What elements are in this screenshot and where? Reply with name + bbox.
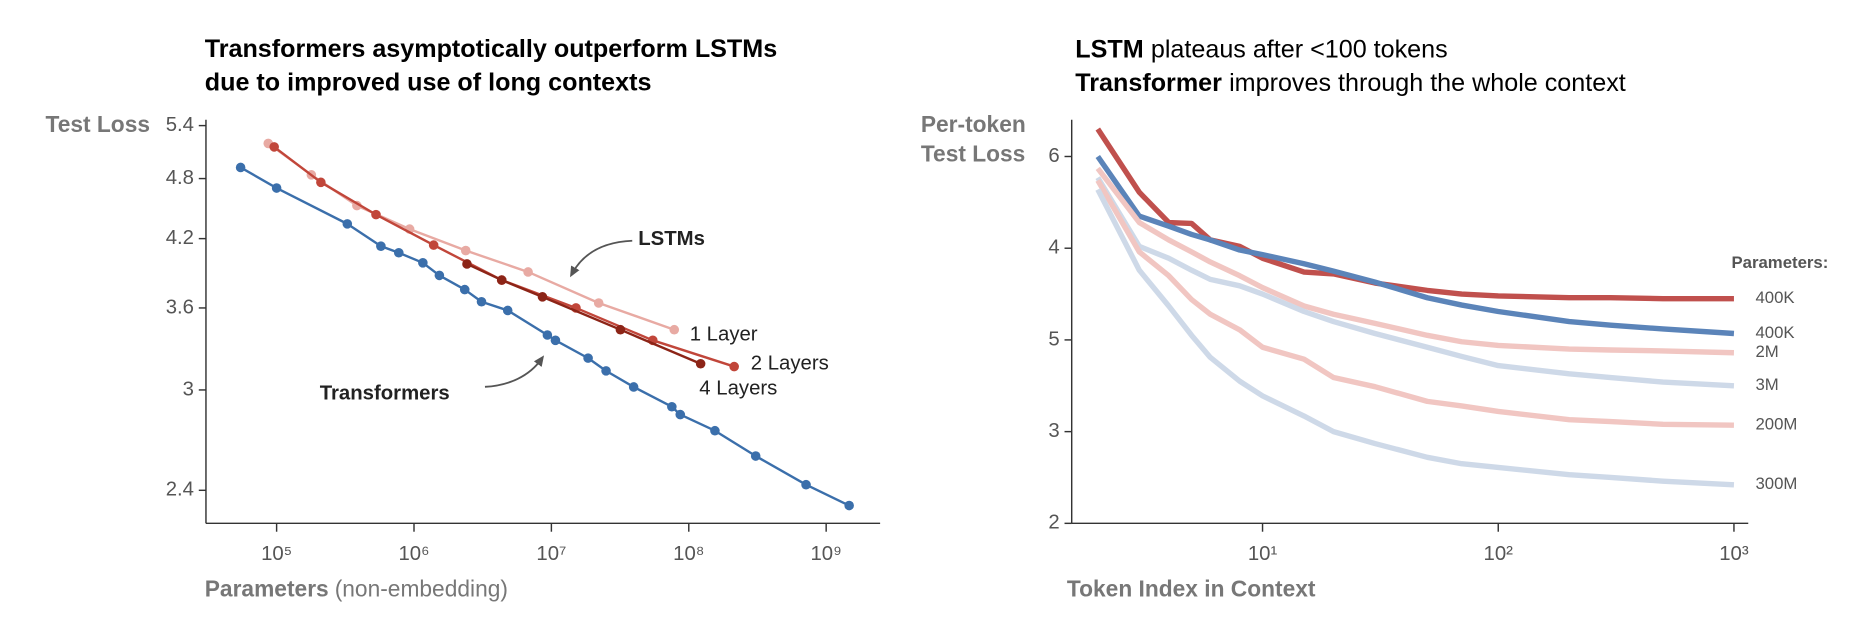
series-line: [273, 145, 735, 368]
series-label: 2 Layers: [751, 352, 829, 374]
point: [695, 358, 706, 369]
point: [476, 296, 487, 307]
point: [235, 162, 246, 173]
x-axis-label: Parameters (non-embedding): [205, 575, 508, 601]
legend-label: 300M: [1755, 474, 1797, 493]
x-tick-label: 10²: [1484, 543, 1514, 565]
series-line: [1095, 188, 1735, 488]
point: [550, 335, 561, 346]
x-label-rest: (non-embedding): [335, 575, 508, 601]
point: [271, 183, 282, 193]
x-tick-label: 10⁹: [810, 543, 841, 565]
chart-title: Transformers asymptotically outperform L…: [205, 35, 777, 63]
point: [729, 361, 739, 372]
point: [537, 292, 548, 302]
annotation-arrow: [570, 239, 633, 278]
point: [418, 258, 428, 268]
point: [628, 382, 639, 392]
title-rest: plateaus after <100 tokens: [1151, 35, 1448, 63]
annotation-arrow: [484, 355, 545, 388]
legend-title: Parameters:: [1731, 253, 1828, 272]
series-label: 1 Layer: [690, 324, 758, 346]
point: [750, 451, 761, 461]
legend-label: 400K: [1755, 323, 1794, 342]
point: [269, 142, 279, 152]
point: [342, 219, 353, 229]
series-line: [1095, 178, 1734, 428]
legend-label: 3M: [1755, 375, 1778, 394]
x-tick-label: 10⁵: [261, 543, 292, 565]
y-axis-label: Test Loss: [46, 111, 151, 137]
annotation: LSTMs: [638, 228, 705, 250]
point: [601, 366, 611, 376]
title-rest: improves through the whole context: [1229, 69, 1626, 97]
point: [675, 409, 686, 420]
x-axis-label: Token Index in Context: [1067, 575, 1316, 601]
y-tick-label: 6: [1048, 145, 1059, 167]
series-label: 4 Layers: [699, 378, 777, 400]
point: [801, 479, 811, 490]
legend-label: 2M: [1755, 342, 1778, 361]
point: [502, 305, 513, 316]
x-tick-label: 10⁶: [398, 543, 429, 565]
series-line: [267, 142, 675, 331]
series-line: [1095, 176, 1735, 389]
y-tick-label: 2: [1048, 512, 1059, 534]
point: [542, 330, 553, 340]
chart-title: LSTM plateaus after <100 tokens: [1075, 35, 1447, 63]
point: [459, 284, 470, 295]
point: [844, 500, 854, 511]
y-axis-label: Test Loss: [921, 141, 1026, 167]
point: [460, 245, 471, 256]
point: [523, 267, 533, 277]
point: [667, 401, 677, 412]
y-tick-label: 2.4: [166, 479, 194, 501]
point: [376, 241, 386, 251]
series-label: Transformers: [320, 382, 450, 404]
x-label-bold: Parameters: [205, 575, 329, 601]
point: [496, 275, 507, 285]
series-line: [1095, 154, 1735, 337]
y-tick-label: 3: [1048, 420, 1059, 442]
point: [462, 259, 472, 269]
legend-label: 200M: [1755, 415, 1797, 434]
x-tick-label: 10¹: [1248, 543, 1278, 565]
y-tick-label: 4.2: [166, 227, 194, 249]
point: [428, 240, 439, 250]
y-tick-label: 5.4: [166, 114, 194, 136]
y-tick-label: 4.8: [166, 167, 194, 189]
chart-title: due to improved use of long contexts: [205, 69, 652, 97]
chart-title: Transformer improves through the whole co…: [1075, 69, 1625, 97]
point: [669, 324, 680, 335]
y-axis-label: Per-token: [921, 111, 1026, 137]
y-tick-label: 5: [1048, 328, 1059, 350]
title-bold: LSTM: [1075, 35, 1143, 63]
x-tick-label: 10⁸: [673, 543, 704, 565]
point: [710, 425, 720, 436]
y-tick-label: 4: [1048, 237, 1059, 259]
point: [593, 298, 604, 308]
y-tick-label: 3: [183, 378, 194, 400]
y-tick-label: 3.6: [166, 296, 194, 318]
x-tick-label: 10⁷: [536, 543, 566, 565]
point: [615, 324, 626, 335]
point: [316, 177, 326, 188]
point: [394, 247, 404, 258]
title-bold: Transformer: [1075, 69, 1222, 97]
series-line: [1095, 166, 1735, 356]
point: [371, 209, 381, 220]
legend-label: 400K: [1755, 288, 1794, 307]
x-tick-label: 10³: [1719, 543, 1749, 565]
point: [434, 270, 445, 281]
point: [583, 353, 593, 363]
